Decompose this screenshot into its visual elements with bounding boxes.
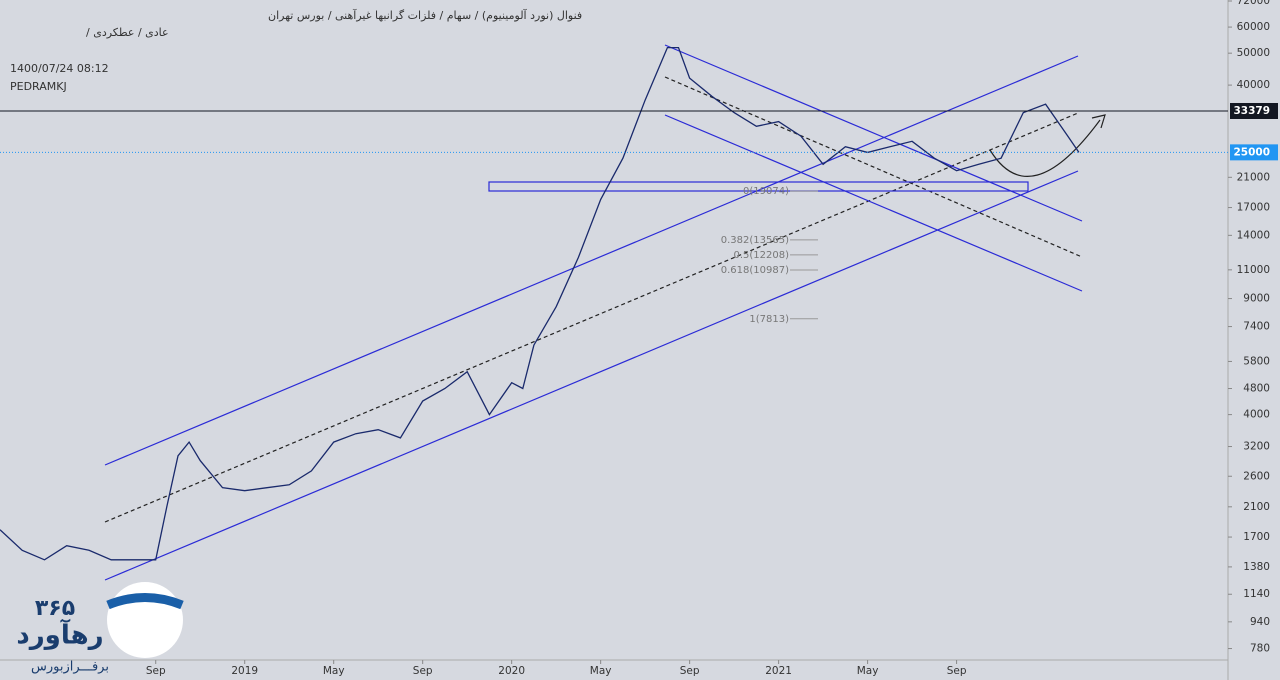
x-tick-label: Sep [680, 665, 700, 677]
logo-text: رهآورد [16, 619, 103, 651]
x-tick-label: Sep [146, 665, 166, 677]
x-tick-label: May [323, 665, 345, 677]
channel-mid [104, 112, 1079, 523]
y-tick-label: 9000 [1243, 293, 1270, 305]
author: PEDRAMKJ [10, 80, 67, 93]
channel-line [664, 44, 1083, 222]
x-tick-label: May [590, 665, 612, 677]
y-tick-label: 3200 [1243, 441, 1270, 453]
y-tick-label: 1380 [1243, 561, 1270, 573]
price-badge [1230, 102, 1278, 119]
header: عادی / عطکردی / [86, 26, 169, 39]
channel-line [664, 114, 1083, 292]
x-tick-label: 2020 [498, 665, 525, 677]
y-tick-label: 1140 [1243, 588, 1270, 600]
y-tick-label: 4000 [1243, 409, 1270, 421]
y-tick-label: 17000 [1237, 202, 1270, 214]
y-tick-label: 11000 [1237, 264, 1270, 276]
x-tick-label: 2021 [765, 665, 792, 677]
fib-label: 0.382(13565) [721, 235, 789, 246]
y-tick-label: 7400 [1243, 321, 1270, 333]
channel-mid [664, 76, 1083, 258]
logo-text: برفـــرازبورس [31, 660, 109, 675]
support-box [488, 181, 1029, 192]
x-tick-label: Sep [413, 665, 433, 677]
logo-text: ۳۶۵ [35, 596, 75, 621]
arrow-head [1091, 114, 1106, 129]
forecast-arrow [989, 119, 1101, 177]
timestamp: 1400/07/24 08:12 [10, 62, 109, 75]
y-tick-label: 72000 [1237, 0, 1270, 7]
x-tick-label: Sep [947, 665, 967, 677]
y-tick-label: 21000 [1237, 171, 1270, 183]
price-label: 33379 [1233, 105, 1270, 117]
logo-band [106, 593, 184, 610]
x-tick-label: May [857, 665, 879, 677]
y-tick-label: 4800 [1243, 383, 1270, 395]
y-tick-label: 780 [1250, 643, 1270, 655]
y-tick-label: 2100 [1243, 501, 1270, 513]
logo: ۳۶۵ رهآورد برفـــرازبورس [16, 582, 184, 675]
header: فنوال (نورد آلومینیوم) / سهام / فلزات گر… [268, 8, 582, 22]
channel-line [104, 55, 1079, 466]
price-badge [1230, 144, 1278, 161]
drawings [104, 44, 1106, 581]
fib-label: 0(19074) [743, 186, 789, 197]
y-tick-label: 40000 [1237, 79, 1270, 91]
y-tick-label: 940 [1250, 616, 1270, 628]
fib-label: 0.618(10987) [721, 265, 789, 276]
price-label: 25000 [1233, 146, 1270, 158]
y-tick-label: 2600 [1243, 470, 1270, 482]
y-tick-label: 1700 [1243, 531, 1270, 543]
price-line [0, 46, 1080, 561]
y-tick-label: 50000 [1237, 47, 1270, 59]
fib-label: 1(7813) [749, 314, 789, 325]
x-tick-label: 2019 [231, 665, 258, 677]
y-tick-label: 14000 [1237, 229, 1270, 241]
y-tick-label: 5800 [1243, 355, 1270, 367]
fib-label: 0.5(12208) [733, 250, 789, 261]
channel-line [104, 170, 1079, 581]
y-tick-label: 60000 [1237, 21, 1270, 33]
